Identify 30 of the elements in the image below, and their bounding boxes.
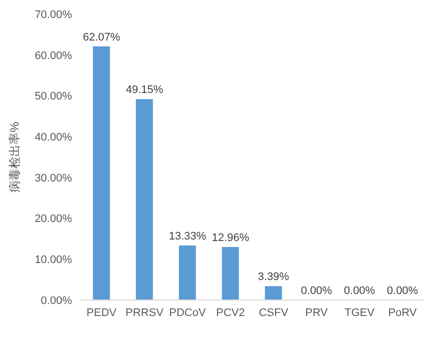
- y-tick-label: 40.00%: [34, 131, 72, 144]
- x-tick-label: PoRV: [388, 306, 418, 319]
- x-tick-label: CSFV: [258, 306, 289, 319]
- data-label: 0.00%: [300, 285, 332, 297]
- x-tick-label: PCV2: [216, 306, 245, 319]
- y-tick-label: 20.00%: [34, 213, 72, 226]
- y-tick-label: 30.00%: [34, 172, 72, 184]
- y-tick-label: 70.00%: [34, 8, 72, 21]
- data-label: 0.00%: [344, 285, 376, 297]
- bar: [222, 247, 239, 300]
- x-tick-label: PDCoV: [169, 306, 206, 319]
- data-label: 62.07%: [82, 31, 120, 44]
- y-tick-label: 0.00%: [40, 294, 72, 307]
- data-label: 3.39%: [258, 271, 290, 284]
- y-axis-title: 病毒检出率%: [7, 121, 22, 192]
- y-tick-label: 10.00%: [34, 254, 72, 266]
- x-tick-label: PEDV: [86, 306, 118, 319]
- data-label: 0.00%: [386, 285, 418, 297]
- data-label: 12.96%: [212, 232, 250, 244]
- x-tick-label: TGEV: [344, 306, 376, 319]
- bar: [136, 99, 153, 300]
- x-tick-label: PRRSV: [126, 306, 164, 319]
- x-tick-label: PRV: [305, 306, 328, 319]
- bar: [92, 46, 110, 300]
- bar: [264, 286, 282, 300]
- data-label: 13.33%: [168, 230, 206, 243]
- y-tick-label: 60.00%: [34, 50, 72, 62]
- y-tick-label: 50.00%: [34, 90, 72, 103]
- data-label: 49.15%: [126, 84, 164, 96]
- bar: [178, 246, 196, 300]
